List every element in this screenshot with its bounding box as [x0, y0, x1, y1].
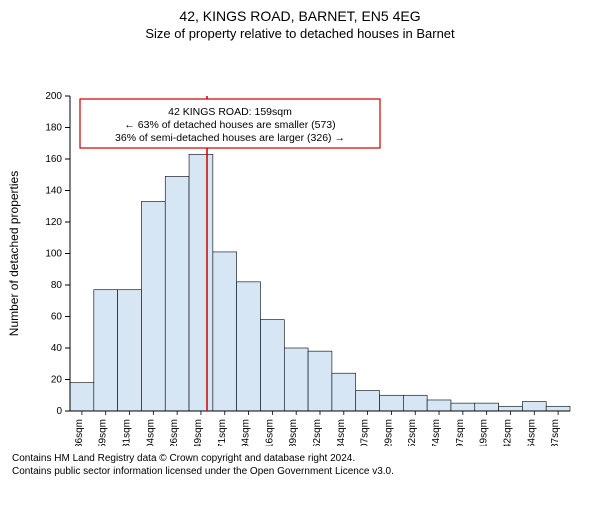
- histogram-bar: [260, 320, 284, 411]
- svg-text:442sqm: 442sqm: [502, 419, 513, 446]
- svg-text:352sqm: 352sqm: [407, 419, 418, 446]
- svg-text:20: 20: [51, 375, 63, 386]
- svg-text:60: 60: [51, 312, 63, 323]
- svg-text:160: 160: [45, 154, 62, 165]
- svg-text:149sqm: 149sqm: [193, 419, 204, 446]
- svg-text:59sqm: 59sqm: [98, 419, 109, 446]
- page-subtitle: Size of property relative to detached ho…: [0, 26, 600, 41]
- svg-text:180: 180: [45, 123, 62, 134]
- histogram-bar: [427, 400, 451, 411]
- svg-text:Number of detached properties: Number of detached properties: [7, 171, 21, 336]
- histogram-bar: [165, 176, 189, 411]
- histogram-bar: [189, 154, 213, 411]
- histogram-bar: [118, 290, 142, 411]
- page-title: 42, KINGS ROAD, BARNET, EN5 4EG: [0, 8, 600, 24]
- svg-text:0: 0: [56, 406, 62, 417]
- histogram-bar: [451, 403, 475, 411]
- histogram-bar: [237, 282, 261, 411]
- svg-text:81sqm: 81sqm: [122, 419, 133, 446]
- svg-text:374sqm: 374sqm: [431, 419, 442, 446]
- svg-text:100: 100: [45, 249, 62, 260]
- chart-container: 42, KINGS ROAD, BARNET, EN5 4EG Size of …: [0, 8, 600, 508]
- svg-text:104sqm: 104sqm: [145, 419, 156, 446]
- histogram-bar: [141, 202, 165, 411]
- copyright-line-1: Contains HM Land Registry data © Crown c…: [12, 452, 588, 465]
- histogram-bar: [546, 406, 570, 411]
- svg-text:239sqm: 239sqm: [288, 419, 299, 446]
- copyright-line-2: Contains public sector information licen…: [12, 465, 588, 478]
- histogram-bar: [284, 348, 308, 411]
- histogram-bar: [475, 403, 499, 411]
- histogram-bar: [332, 373, 356, 411]
- svg-text:397sqm: 397sqm: [455, 419, 466, 446]
- svg-text:80: 80: [51, 280, 63, 291]
- svg-text:284sqm: 284sqm: [336, 419, 347, 446]
- histogram-bar: [403, 395, 427, 411]
- histogram-bar: [94, 290, 118, 411]
- svg-text:120: 120: [45, 217, 62, 228]
- histogram-bar: [522, 402, 546, 411]
- svg-text:329sqm: 329sqm: [383, 419, 394, 446]
- svg-text:262sqm: 262sqm: [312, 419, 323, 446]
- svg-text:200: 200: [45, 91, 62, 102]
- svg-text:36sqm: 36sqm: [74, 419, 85, 446]
- svg-text:464sqm: 464sqm: [526, 419, 537, 446]
- svg-text:216sqm: 216sqm: [264, 419, 275, 446]
- highlight-info-line: ← 63% of detached houses are smaller (57…: [124, 119, 335, 131]
- highlight-info-line: 36% of semi-detached houses are larger (…: [115, 132, 345, 144]
- svg-text:194sqm: 194sqm: [241, 419, 252, 446]
- histogram-bar: [308, 351, 332, 411]
- svg-text:171sqm: 171sqm: [217, 419, 228, 446]
- svg-text:487sqm: 487sqm: [550, 419, 561, 446]
- histogram-bar: [70, 383, 94, 411]
- svg-text:307sqm: 307sqm: [360, 419, 371, 446]
- svg-text:40: 40: [51, 343, 63, 354]
- highlight-info-line: 42 KINGS ROAD: 159sqm: [168, 106, 292, 118]
- svg-text:140: 140: [45, 186, 62, 197]
- histogram-bar: [213, 252, 237, 411]
- histogram-chart: 0 20 40 60 80 100 120 140 160 180 200 36sqm 59sqm 81s…: [0, 41, 600, 446]
- histogram-bar: [356, 391, 380, 411]
- copyright-block: Contains HM Land Registry data © Crown c…: [0, 446, 600, 482]
- svg-text:419sqm: 419sqm: [479, 419, 490, 446]
- histogram-bar: [380, 395, 404, 411]
- histogram-bar: [499, 406, 523, 411]
- svg-text:126sqm: 126sqm: [169, 419, 180, 446]
